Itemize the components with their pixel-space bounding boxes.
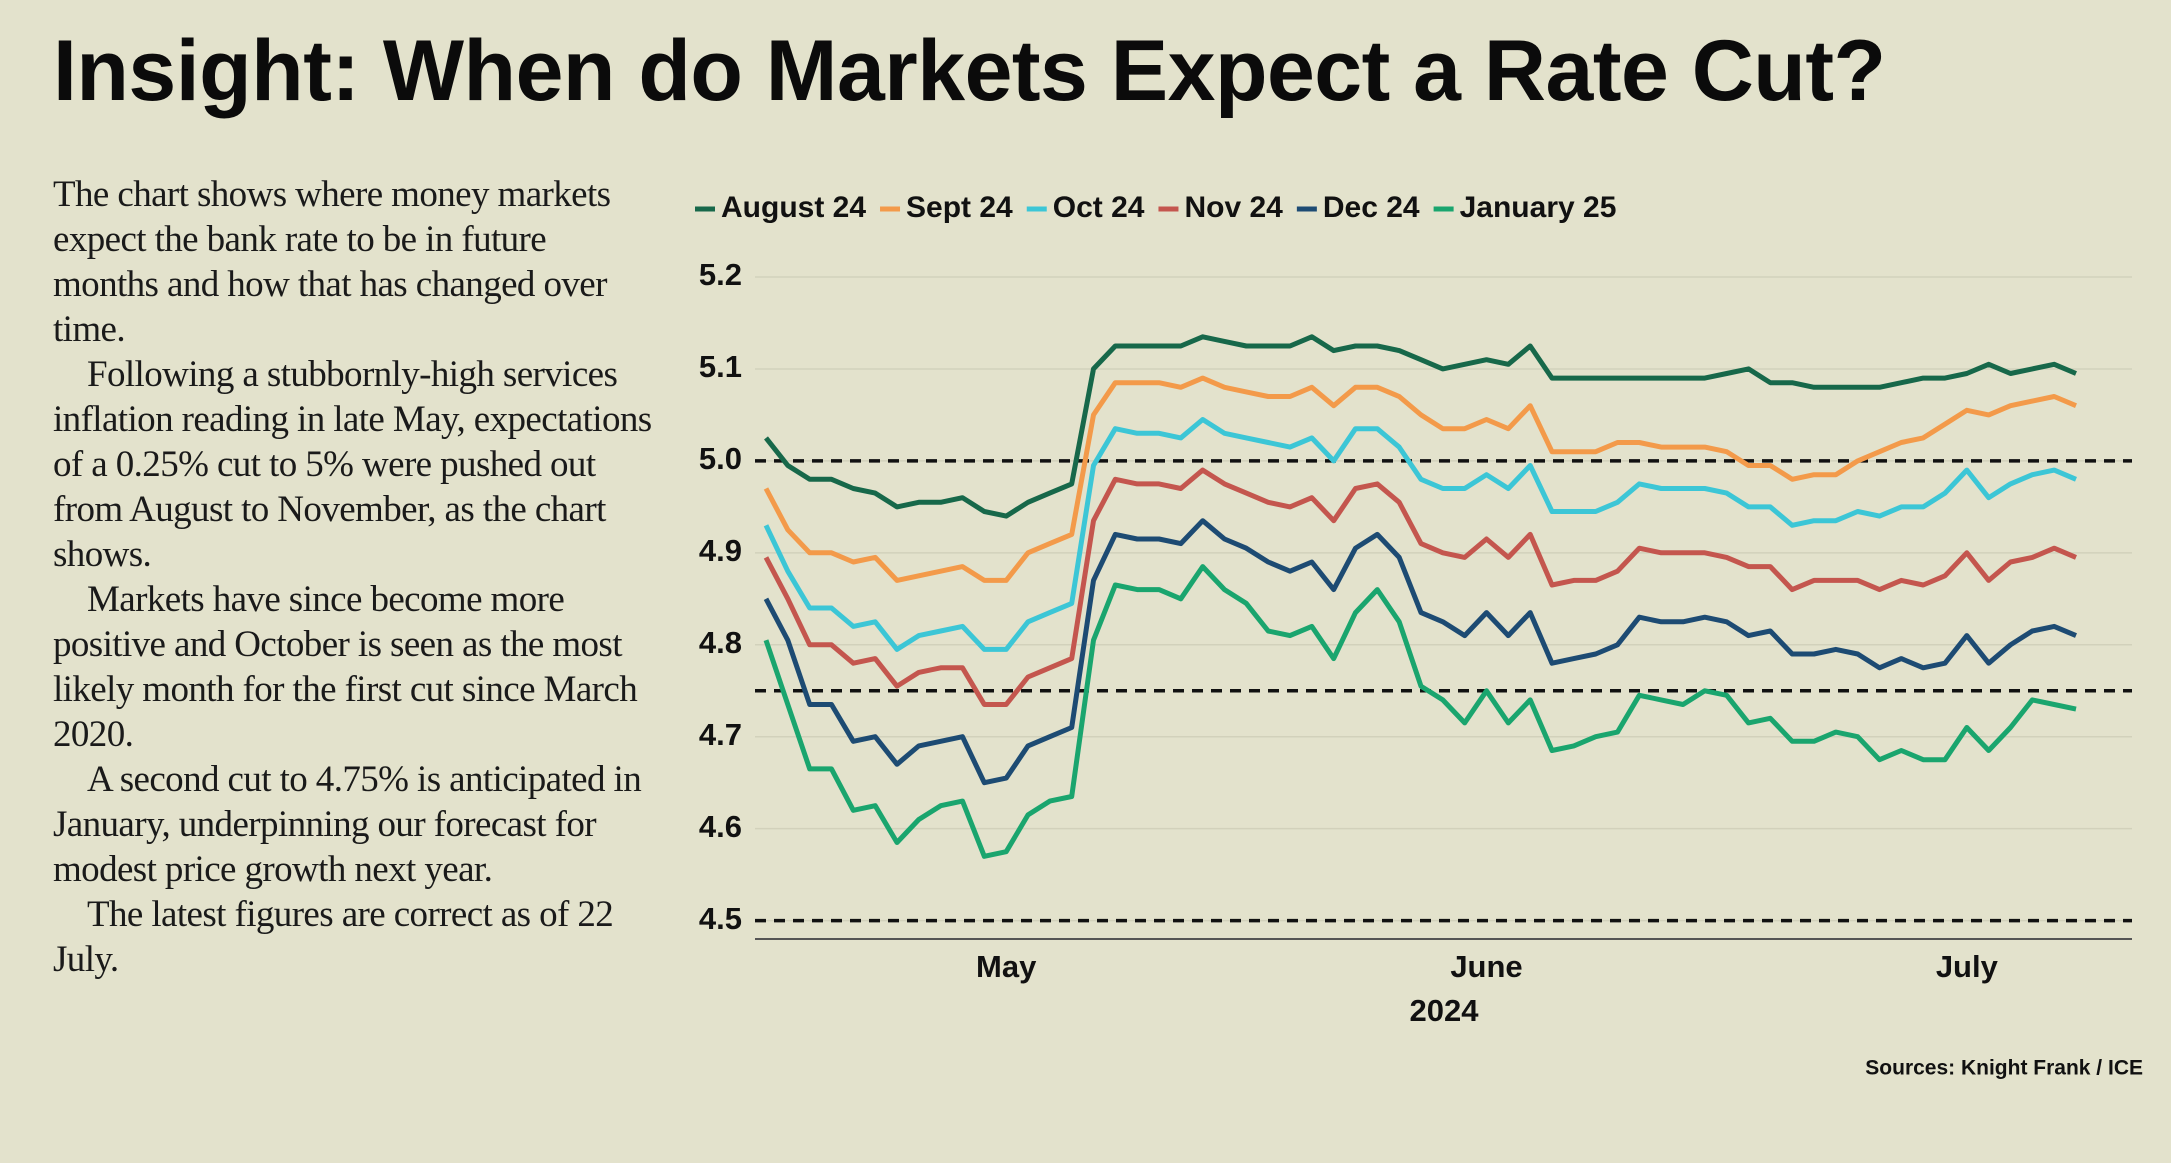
paragraph: Markets have since become more positive …	[53, 579, 638, 755]
source: Sources: Knight Frank / ICE	[1865, 1057, 2143, 1080]
legend-label: Sept 24	[906, 191, 1013, 224]
series-line	[763, 518, 2077, 786]
y-tick-label: 5.1	[699, 349, 742, 384]
body-text: The chart shows where money markets expe…	[53, 172, 653, 982]
y-tick-label: 4.6	[699, 809, 742, 844]
y-tick-label: 4.5	[699, 901, 742, 936]
series-line	[763, 564, 2077, 859]
legend-label: Nov 24	[1184, 191, 1283, 224]
x-axis-label: 2024	[1410, 993, 1480, 1028]
legend-label: January 25	[1460, 191, 1617, 224]
series-line	[763, 417, 2077, 652]
y-tick-label: 5.0	[699, 441, 742, 476]
paragraph: The chart shows where money markets expe…	[53, 174, 611, 350]
paragraph: The latest figures are correct as of 22 …	[53, 894, 614, 980]
series-line	[763, 467, 2077, 707]
paragraph: Following a stubbornly-high services inf…	[53, 354, 652, 575]
y-tick-label: 4.9	[699, 533, 742, 568]
y-tick-label: 5.2	[699, 257, 742, 292]
page-title: Insight: When do Markets Expect a Rate C…	[53, 23, 1886, 119]
series-line	[764, 334, 2077, 519]
y-tick-label: 4.8	[699, 625, 742, 660]
x-tick-label: July	[1936, 949, 1999, 984]
legend-label: Oct 24	[1053, 191, 1145, 224]
legend-label: Dec 24	[1323, 191, 1420, 224]
paragraph: A second cut to 4.75% is anticipated in …	[53, 759, 642, 890]
series-line	[763, 375, 2077, 583]
y-tick-label: 4.7	[699, 717, 742, 752]
x-tick-label: May	[976, 949, 1037, 984]
x-tick-label: June	[1450, 949, 1522, 984]
legend-label: August 24	[721, 191, 866, 224]
